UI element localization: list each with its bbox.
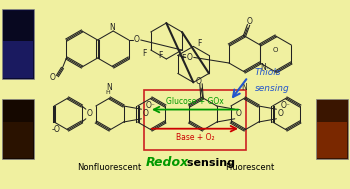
Text: O: O (247, 18, 252, 26)
Text: N: N (241, 84, 247, 92)
FancyBboxPatch shape (144, 90, 246, 150)
Text: sensing: sensing (183, 158, 235, 168)
Text: H: H (105, 91, 110, 95)
Text: O: O (196, 77, 202, 85)
FancyBboxPatch shape (317, 122, 347, 158)
FancyBboxPatch shape (316, 99, 348, 159)
Text: N: N (260, 63, 266, 71)
Text: O: O (142, 109, 148, 119)
Text: F: F (158, 51, 162, 60)
Text: O: O (273, 47, 278, 53)
Text: O: O (49, 74, 55, 83)
Text: O⁻: O⁻ (281, 101, 290, 111)
Text: O: O (278, 109, 284, 119)
FancyBboxPatch shape (3, 40, 33, 78)
Text: F: F (182, 54, 186, 63)
Text: Glucose + GOx: Glucose + GOx (166, 97, 224, 106)
Text: O: O (236, 109, 241, 119)
Text: sensing: sensing (255, 84, 290, 93)
FancyBboxPatch shape (3, 11, 33, 40)
Text: Nonfluorescent: Nonfluorescent (78, 163, 142, 171)
Text: N: N (109, 22, 115, 32)
Text: Redox: Redox (145, 156, 189, 170)
Text: Base + O₂: Base + O₂ (176, 133, 214, 142)
Text: O: O (134, 36, 140, 44)
Text: F: F (197, 39, 202, 48)
Text: O: O (187, 53, 193, 62)
FancyBboxPatch shape (2, 99, 34, 159)
Text: O⁻: O⁻ (146, 101, 155, 111)
FancyBboxPatch shape (3, 122, 33, 158)
Text: Thiols: Thiols (255, 68, 281, 77)
Text: O: O (87, 109, 93, 119)
Text: Fluorescent: Fluorescent (225, 163, 274, 171)
FancyBboxPatch shape (2, 9, 34, 79)
Text: F: F (142, 49, 147, 57)
Text: -O: -O (51, 125, 60, 135)
Text: N: N (106, 84, 112, 92)
